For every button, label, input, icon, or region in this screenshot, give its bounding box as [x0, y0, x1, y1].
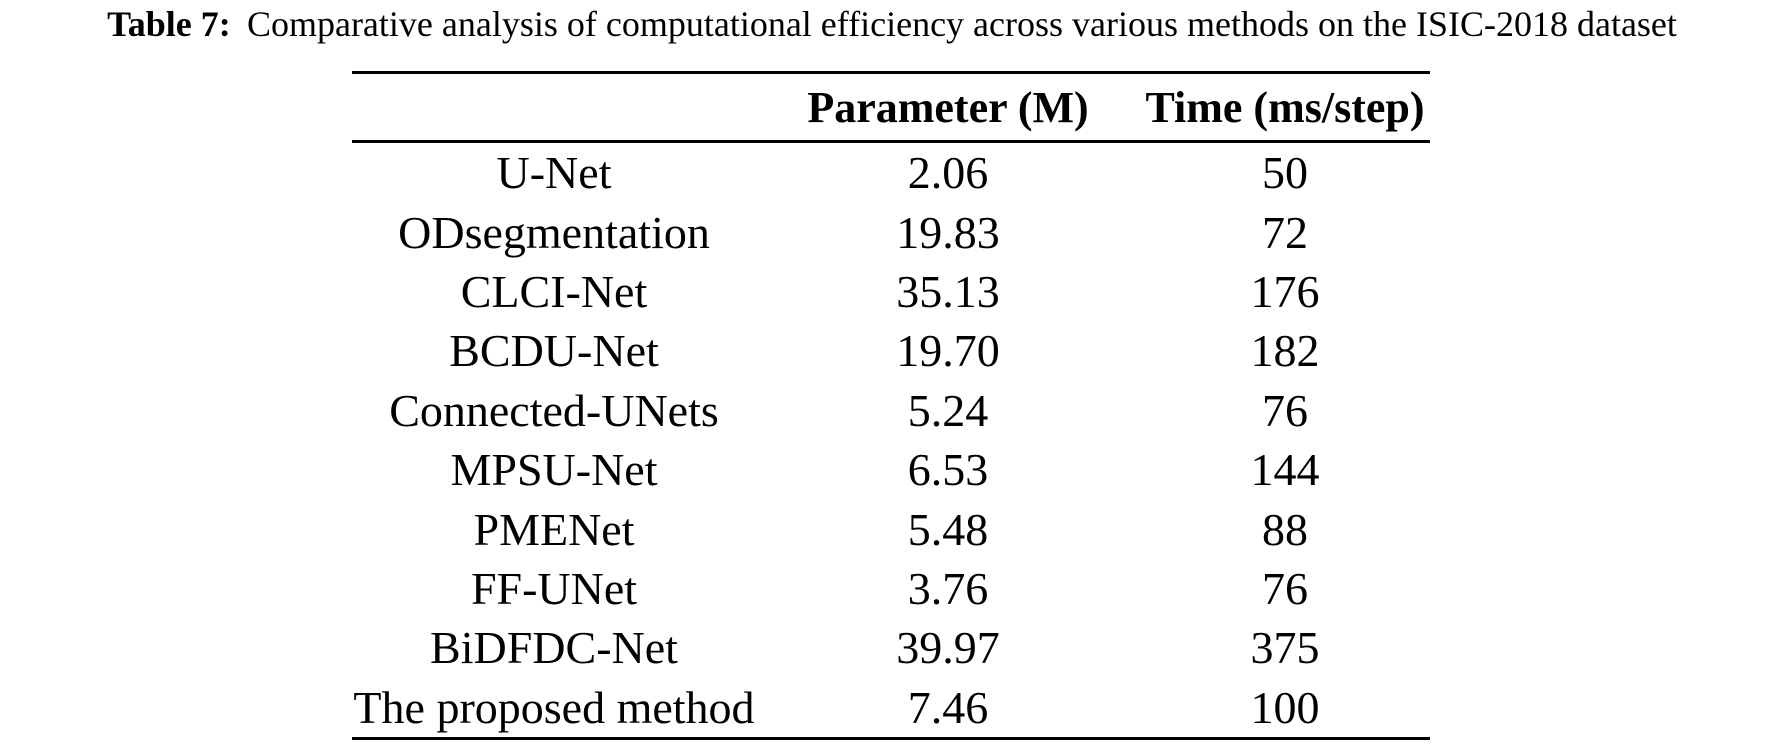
parameter-cell: 39.97: [896, 622, 1000, 674]
table-caption: Table 7: Comparative analysis of computat…: [0, 1, 1784, 47]
parameter-cell: 19.70: [896, 325, 1000, 377]
method-cell: U-Net: [496, 147, 612, 199]
parameter-cell: 5.48: [907, 503, 989, 555]
parameter-cell: 2.06: [907, 147, 989, 199]
time-cell: 144: [1250, 444, 1320, 496]
time-cell: 72: [1262, 206, 1308, 258]
table-row: BCDU-Net 19.70 182: [352, 321, 1430, 380]
time-cell: 88: [1262, 503, 1308, 555]
method-cell: FF-UNet: [470, 562, 638, 614]
caption-text: Comparative analysis of computational ef…: [246, 4, 1677, 44]
table-row: ODsegmentation 19.83 72: [352, 202, 1430, 261]
method-cell: CLCI-Net: [460, 265, 648, 317]
table-row: CLCI-Net 35.13 176: [352, 262, 1430, 321]
table-container: Parameter (M) Time (ms/step) U-Net 2.06 …: [352, 71, 1430, 740]
time-cell: 100: [1250, 681, 1320, 733]
time-cell: 76: [1262, 384, 1308, 436]
table-row: Connected-UNets 5.24 76: [352, 381, 1430, 440]
method-cell: ODsegmentation: [398, 206, 710, 258]
table-row: MPSU-Net 6.53 144: [352, 440, 1430, 499]
method-cell: PMENet: [473, 503, 635, 555]
parameter-cell: 19.83: [896, 206, 1000, 258]
table-row: BiDFDC-Net 39.97 375: [352, 618, 1430, 677]
parameter-cell: 5.24: [907, 384, 989, 436]
efficiency-table: Parameter (M) Time (ms/step) U-Net 2.06 …: [352, 71, 1430, 740]
column-header-parameter: Parameter (M): [756, 72, 1140, 143]
header-row: Parameter (M) Time (ms/step): [352, 72, 1430, 143]
time-cell: 176: [1250, 265, 1320, 317]
table-row: PMENet 5.48 88: [352, 499, 1430, 558]
parameter-cell: 6.53: [907, 444, 989, 496]
method-cell: Connected-UNets: [389, 384, 719, 436]
parameter-cell: 3.76: [907, 562, 989, 614]
method-cell: MPSU-Net: [450, 444, 658, 496]
method-cell: BiDFDC-Net: [430, 622, 678, 674]
table-header: Parameter (M) Time (ms/step): [352, 72, 1430, 143]
parameter-cell: 35.13: [896, 265, 1000, 317]
table-body: U-Net 2.06 50 ODsegmentation 19.83 72 CL…: [352, 142, 1430, 739]
caption-label: Table 7:: [107, 4, 231, 44]
time-cell: 50: [1262, 147, 1308, 199]
table-row: U-Net 2.06 50: [352, 142, 1430, 203]
method-cell: The proposed method: [353, 681, 755, 733]
column-header-method: [352, 72, 756, 143]
table-row: The proposed method 7.46 100: [352, 678, 1430, 739]
column-header-time: Time (ms/step): [1140, 72, 1430, 143]
parameter-cell: 7.46: [907, 681, 989, 733]
table-row: FF-UNet 3.76 76: [352, 559, 1430, 618]
time-cell: 182: [1250, 325, 1320, 377]
time-cell: 76: [1262, 562, 1308, 614]
method-cell: BCDU-Net: [449, 325, 659, 377]
time-cell: 375: [1250, 622, 1320, 674]
